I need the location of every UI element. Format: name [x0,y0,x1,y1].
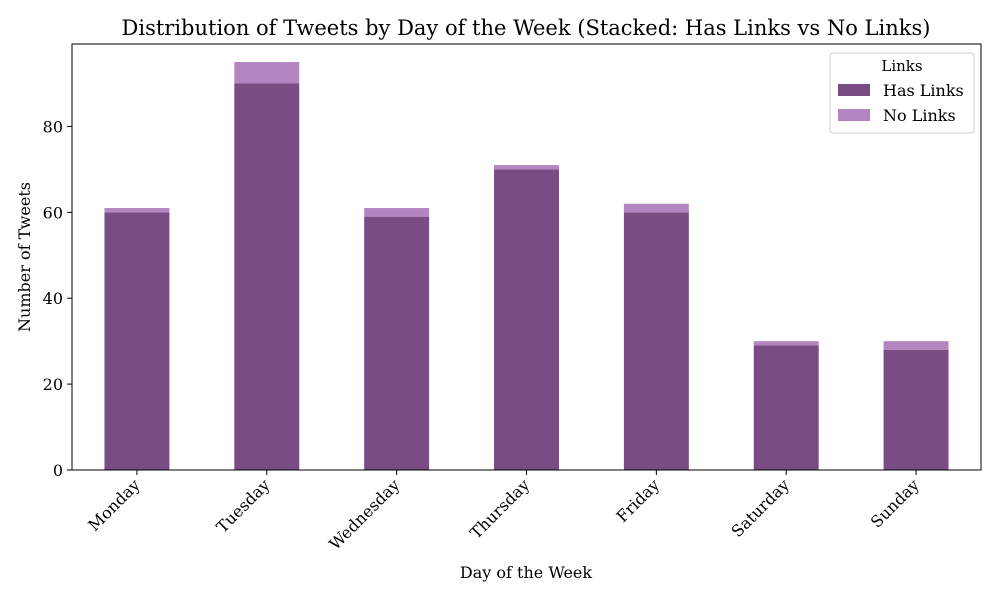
y-tick-label: 0 [53,461,63,480]
bar-wednesday-has-links [364,216,430,470]
legend-label-no-links: No Links [883,106,956,125]
bar-monday-has-links [104,212,170,470]
bar-sunday-has-links [883,349,949,470]
y-tick-label: 80 [43,117,63,136]
y-tick-label: 20 [43,375,63,394]
x-axis-label: Day of the Week [460,563,593,582]
bar-tuesday-has-links [234,83,300,471]
bar-saturday-has-links [753,345,819,470]
bar-sunday-no-links [883,341,949,350]
legend-swatch-has-links [838,84,870,96]
bar-thursday-has-links [494,169,559,471]
legend-label-has-links: Has Links [883,81,964,100]
bar-thursday-no-links [494,165,559,170]
legend: Links Has Links No Links [829,52,975,134]
bars-group [104,62,949,471]
x-tick-label-thursday: Thursday [466,475,533,542]
bar-wednesday-no-links [364,208,430,217]
x-tick-label-monday: Monday [84,475,143,534]
y-axis-label: Number of Tweets [15,182,34,332]
x-tick-label-sunday: Sunday [867,475,923,531]
x-tick-label-saturday: Saturday [727,475,793,541]
bar-saturday-no-links [753,341,819,346]
legend-title: Links [881,57,922,75]
legend-swatch-no-links [838,109,870,121]
x-tick-label-friday: Friday [612,475,663,526]
y-tick-label: 60 [43,203,63,222]
y-tick-label: 40 [43,289,63,308]
y-axis: 0 20 40 60 80 [43,117,72,480]
chart-title: Distribution of Tweets by Day of the Wee… [122,16,931,40]
x-tick-label-wednesday: Wednesday [325,475,403,553]
bar-monday-no-links [104,208,170,213]
x-tick-label-tuesday: Tuesday [212,475,273,536]
bar-tuesday-no-links [234,62,300,84]
bar-friday-no-links [623,203,689,213]
bar-friday-has-links [623,212,689,470]
x-axis: Monday Tuesday Wednesday Thursday Friday Satu… [84,470,923,554]
